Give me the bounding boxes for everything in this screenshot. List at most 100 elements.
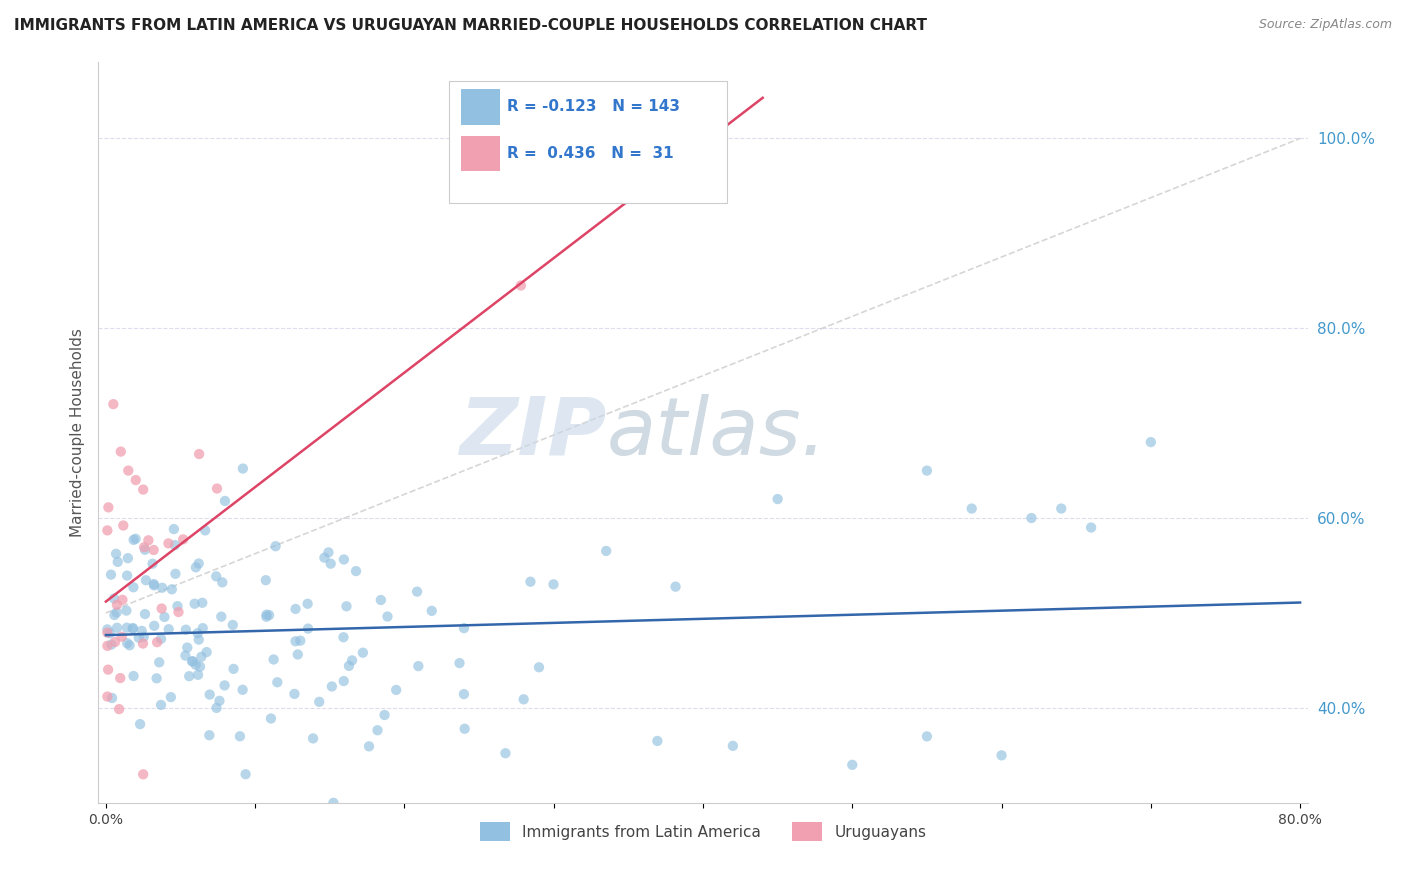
Point (131, 624, 153, 638)
Point (254, 573, 277, 587)
Point (190, 649, 212, 664)
Point (107, 555, 129, 569)
Point (191, 596, 214, 610)
Point (108, 702, 131, 716)
Point (183, 597, 205, 611)
Point (208, 694, 231, 708)
Point (100, 567, 122, 582)
Point (96, 524, 118, 538)
Point (160, 582, 183, 597)
Point (191, 621, 214, 635)
Point (117, 464, 139, 478)
Point (263, 652, 285, 666)
Point (232, 461, 254, 475)
Legend: Immigrants from Latin America, Uruguayans: Immigrants from Latin America, Uruguayan… (474, 816, 932, 847)
FancyBboxPatch shape (461, 136, 501, 171)
Point (205, 482, 228, 496)
Point (297, 622, 319, 636)
Point (319, 557, 342, 571)
Point (332, 630, 354, 644)
Point (449, 656, 471, 670)
Point (122, 621, 145, 635)
Point (370, 593, 392, 607)
Point (357, 739, 380, 754)
Point (187, 632, 209, 647)
Point (184, 657, 207, 672)
Point (527, 660, 550, 674)
Point (509, 278, 531, 293)
Point (134, 607, 156, 621)
Point (105, 606, 128, 620)
Point (150, 632, 173, 646)
Point (595, 544, 617, 558)
Point (256, 607, 278, 622)
Point (143, 619, 166, 633)
Point (187, 626, 209, 640)
Point (512, 692, 534, 706)
Point (100, 638, 122, 652)
Point (132, 767, 155, 781)
Point (143, 578, 166, 592)
Point (337, 659, 360, 673)
Point (519, 574, 541, 589)
Point (176, 640, 198, 655)
Point (153, 610, 176, 624)
Point (1080, 520, 1102, 534)
Point (187, 557, 209, 571)
FancyBboxPatch shape (449, 81, 727, 203)
Point (287, 648, 309, 662)
Point (110, 671, 132, 685)
Text: R = -0.123   N = 143: R = -0.123 N = 143 (508, 99, 681, 114)
Point (165, 566, 187, 581)
Point (166, 599, 188, 614)
Point (115, 621, 138, 635)
Point (195, 645, 218, 659)
Text: ZIP: ZIP (458, 393, 606, 472)
Point (132, 483, 155, 497)
Point (194, 524, 217, 538)
Point (408, 659, 430, 673)
Point (297, 597, 319, 611)
Point (990, 748, 1012, 763)
Point (373, 708, 395, 723)
Point (209, 609, 232, 624)
Point (104, 635, 127, 649)
Point (188, 659, 211, 673)
Point (181, 654, 204, 668)
Point (352, 646, 374, 660)
Point (214, 678, 236, 692)
Point (96, 690, 118, 704)
Point (111, 630, 134, 644)
Point (284, 602, 307, 616)
Point (494, 746, 516, 760)
Point (122, 533, 145, 547)
Point (174, 623, 197, 637)
Point (115, 604, 138, 618)
Point (122, 669, 145, 683)
Point (420, 604, 443, 618)
Point (145, 671, 167, 685)
Point (264, 539, 287, 553)
Point (214, 494, 236, 508)
Point (960, 501, 983, 516)
Point (96, 625, 118, 640)
Point (377, 609, 399, 624)
Point (132, 630, 155, 644)
Point (103, 397, 125, 411)
Point (97, 663, 120, 677)
Point (163, 538, 186, 552)
Point (222, 618, 245, 632)
Point (146, 635, 169, 649)
Point (174, 648, 197, 663)
Point (125, 473, 148, 487)
Point (105, 547, 128, 561)
Point (112, 518, 135, 533)
Point (664, 580, 686, 594)
Point (150, 698, 173, 712)
Point (128, 631, 150, 645)
Point (96, 639, 118, 653)
Point (150, 601, 173, 615)
Point (453, 687, 475, 701)
Point (132, 636, 155, 650)
Point (124, 532, 146, 546)
